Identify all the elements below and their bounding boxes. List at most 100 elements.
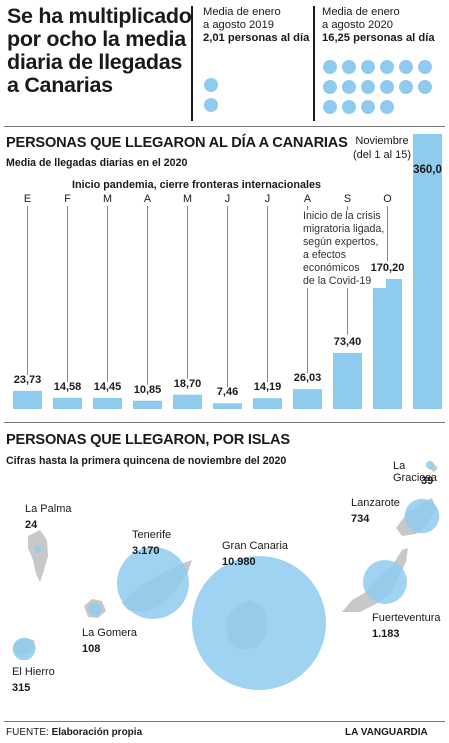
header-divider-2 [313,6,315,121]
bar [373,278,402,409]
island-value-gran-canaria: 10.980 [222,556,256,568]
month-label: J [224,193,231,205]
avg-2020-dot [399,60,413,74]
avg-2020-dot [361,80,375,94]
island-circle [12,637,36,661]
bar [173,394,202,409]
avg-2019-dot [204,98,218,112]
avg-2020-value: 16,25 personas al día [322,32,435,44]
island-value-la-palma: 24 [25,519,38,531]
month-label: S [343,193,352,205]
footer-source-label: FUENTE: [6,727,49,738]
avg-2020-dot [323,100,337,114]
avg-2020-dot [418,60,432,74]
island-circle [363,560,407,604]
avg-2020-dot [342,60,356,74]
island-label-la-graciosa: La Graciosa [393,460,438,484]
bar [133,400,162,409]
avg-2020-dot [380,80,394,94]
island-label-la-gomera: La Gomera [82,627,138,639]
section2-subtitle: Cifras hasta la primera quincena de novi… [6,455,287,467]
avg-2019-dot [204,78,218,92]
crisis-line: de la Covid-19 [303,275,372,287]
island-circle [426,461,434,469]
island-label-la-palma: La Palma [25,503,72,515]
footer-source-text: Elaboración propia [51,727,143,738]
crisis-line: económicos [303,262,360,274]
bar-value-label: 170,20 [370,261,405,274]
island-label-el-hierro: El Hierro [12,666,55,678]
avg-2020-line2: a agosto 2020 [322,19,393,31]
avg-2020-dot [380,100,394,114]
avg-2019-value: 2,01 personas al día [203,32,310,44]
bar [293,389,322,409]
island-label-lanzarote: Lanzarote [351,497,400,509]
headline: Se ha multiplicado por ocho la media dia… [7,4,192,97]
section2-title: PERSONAS QUE LLEGARON, POR ISLAS [6,432,290,448]
avg-2020-dot [380,60,394,74]
pandemic-annotation: Inicio pandemia, cierre fronteras intern… [72,179,322,191]
island-label-tenerife: Tenerife [132,529,172,541]
bar [213,403,242,409]
island-la-palma-shape [28,530,48,582]
avg-2020-dot [418,80,432,94]
bar [253,398,282,409]
bar [413,134,442,409]
crisis-line: migratoria ligada, [303,223,385,235]
crisis-annotation: Inicio de la crisis migratoria ligada, s… [301,210,387,288]
avg-2020-dot [399,80,413,94]
bar [93,397,122,409]
avg-2020-dot [342,100,356,114]
footer-rule [4,721,445,722]
island-label-fuerteventura: Fuerteventura [372,612,441,624]
island-label-gran-canaria: Gran Canaria [222,540,289,552]
bar [13,390,42,409]
section-rule [4,422,445,423]
footer-brand: LA VANGUARDIA [345,727,428,738]
month-label: M [103,193,112,205]
island-value-tenerife: 3.170 [132,545,160,557]
avg-2020-line1: Media de enero [322,6,400,18]
bar [53,397,82,409]
footer-source: FUENTE: Elaboración propia [6,727,142,738]
november-line: (del 1 al 15) [352,149,412,161]
bar-chart [13,134,442,409]
island-circle [34,545,42,553]
section1-subtitle: Media de llegadas diarias en el 2020 [6,157,188,169]
avg-2019-line2: a agosto 2019 [203,19,274,31]
island-circle [404,498,440,534]
crisis-line: a efectos [303,249,346,261]
bar-value-label: 14,19 [253,381,282,394]
avg-2020-dot [361,60,375,74]
avg-2020-dot [323,80,337,94]
avg-2019-block: Media de enero a agosto 2019 2,01 person… [203,6,309,45]
bar-value-label: 23,73 [13,373,42,386]
month-label: A [143,193,152,205]
bar [333,352,362,409]
avg-2020-dot [323,60,337,74]
avg-2019-line1: Media de enero [203,6,281,18]
month-label: O [383,193,392,205]
bar-value-label: 14,45 [93,380,122,393]
island-value-el-hierro: 315 [12,682,31,694]
bar-value-label: 14,58 [53,380,82,393]
bar-value-label: 73,40 [333,335,362,348]
month-label: J [264,193,271,205]
avg-2020-dot [361,100,375,114]
november-line: Noviembre [355,135,409,147]
bar-value-label: 7,46 [216,386,239,399]
month-label: E [23,193,32,205]
island-circle [192,556,326,690]
bar-value-label: 10,85 [133,383,162,396]
island-value-lanzarote: 734 [351,513,370,525]
island-value-la-graciosa: 39 [421,475,434,487]
bar-value-label: 360,0 [413,164,442,176]
island-circle [117,547,189,619]
island-value-la-gomera: 108 [82,643,101,655]
island-value-fuerteventura: 1.183 [372,628,400,640]
section1-title: PERSONAS QUE LLEGARON AL DÍA A CANARIAS [6,135,348,151]
header-divider [191,6,193,121]
month-label: M [183,193,192,205]
month-label: A [303,193,312,205]
avg-2020-block: Media de enero a agosto 2020 16,25 perso… [322,6,435,45]
